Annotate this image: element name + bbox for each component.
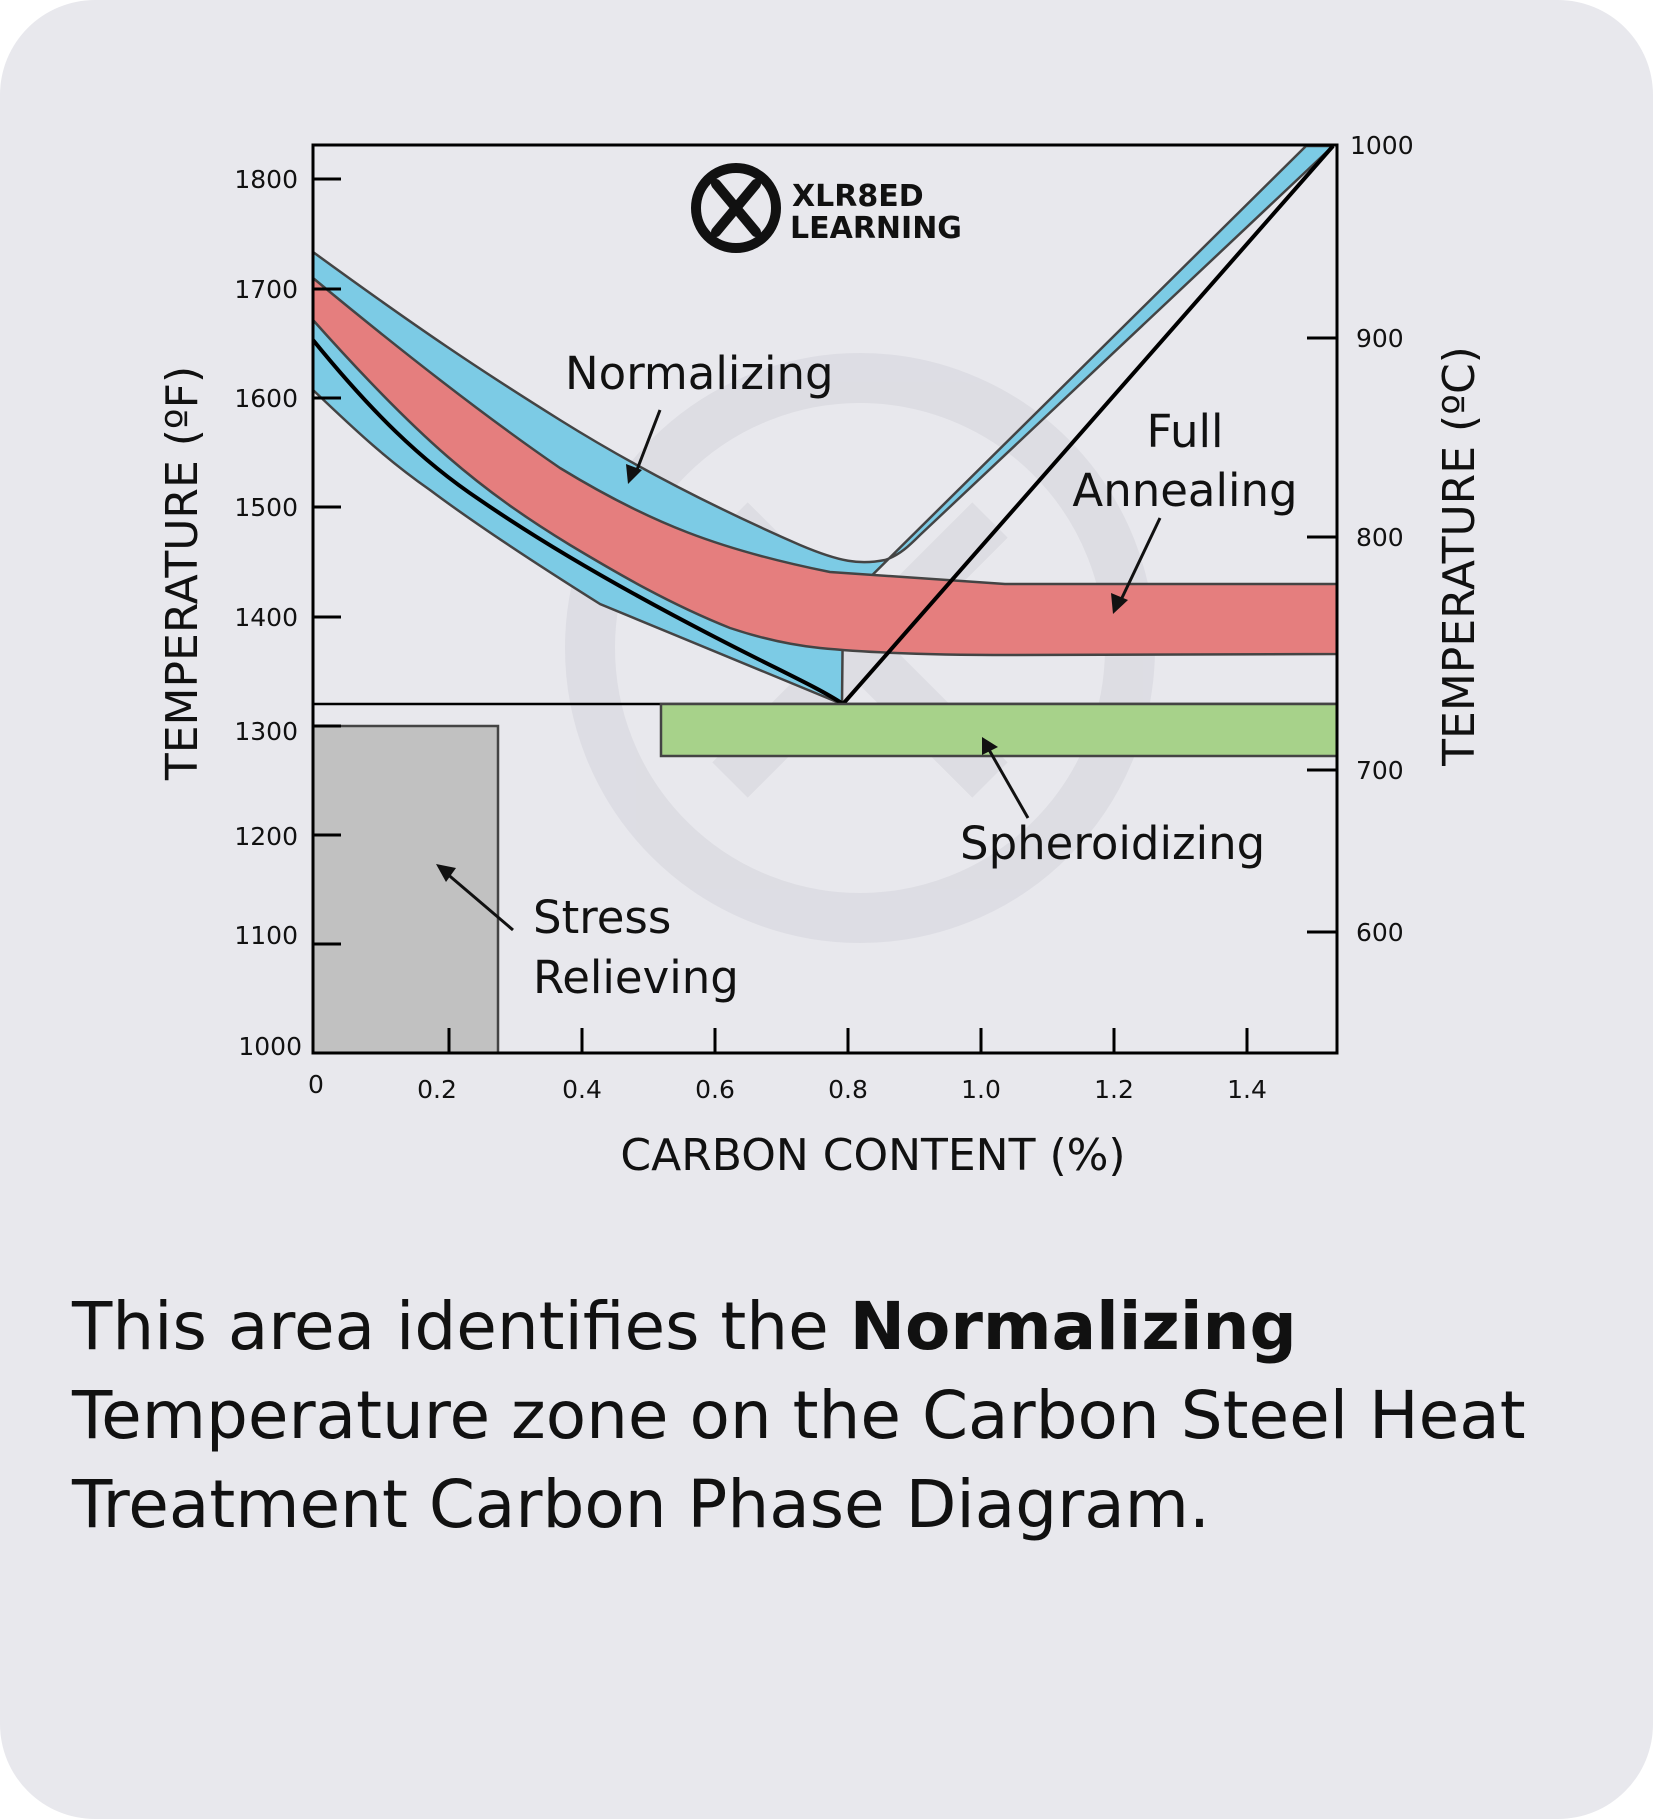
caption: This area identifies the Normalizing Tem… [72, 1282, 1592, 1549]
normalizing-label: Normalizing [565, 347, 834, 400]
right-axis-title: TEMPERATURE (ºC) [1434, 346, 1485, 767]
lower-critical-line [311, 144, 1335, 707]
logo-line-1: XLR8ED [792, 179, 924, 214]
bottom-tick-label: 0.8 [828, 1075, 868, 1104]
caption-highlight: Normalizing [849, 1288, 1297, 1365]
right-tick-label: 800 [1356, 523, 1404, 552]
left-tick-label: 1800 [234, 165, 298, 194]
normalizing-arrow-icon [626, 464, 642, 484]
bottom-tick-label: 1.4 [1227, 1075, 1267, 1104]
left-tick-label: 1300 [234, 717, 298, 746]
left-tick-label: 1100 [234, 921, 298, 950]
normalizing-zone[interactable] [311, 144, 1337, 706]
full-annealing-label-1: Full [1147, 405, 1224, 458]
caption-text-after: Temperature zone on the Carbon Steel Hea… [72, 1377, 1526, 1543]
left-tick-label: 1400 [234, 603, 298, 632]
xlr8ed-logo-icon [691, 163, 781, 253]
spheroidizing-arrow-icon [982, 737, 998, 755]
left-tick-label: 1200 [234, 822, 298, 851]
right-tick-label: 700 [1356, 756, 1404, 785]
right-tick-label: 900 [1356, 324, 1404, 353]
bottom-axis-title: CARBON CONTENT (%) [620, 1130, 1125, 1181]
left-axis [313, 177, 341, 946]
caption-text-before: This area identifies the [72, 1288, 850, 1365]
bottom-tick-label: 0.4 [562, 1075, 602, 1104]
spheroidizing-zone[interactable] [659, 702, 1339, 758]
spheroidizing-label: Spheroidizing [960, 817, 1265, 870]
left-tick-label: 1700 [234, 275, 298, 304]
left-tick-label: 1000 [238, 1032, 302, 1061]
stress-relieving-label-1: Stress [533, 891, 671, 944]
right-axis [1307, 336, 1337, 934]
full-annealing-zone[interactable] [311, 275, 1339, 657]
stress-relieving-label-2: Relieving [533, 951, 739, 1004]
left-tick-label: 1500 [234, 493, 298, 522]
left-axis-title: TEMPERATURE (ºF) [157, 366, 208, 781]
bottom-tick-label: 1.2 [1094, 1075, 1134, 1104]
left-tick-label: 1600 [234, 384, 298, 413]
logo-line-2: LEARNING [790, 211, 962, 246]
right-tick-label: 600 [1356, 918, 1404, 947]
bottom-axis [447, 1028, 1249, 1053]
right-tick-label: 1000 [1350, 131, 1414, 160]
bottom-tick-label: 0 [308, 1070, 324, 1099]
bottom-tick-label: 1.0 [961, 1075, 1001, 1104]
stress-relieving-zone[interactable] [311, 724, 500, 1055]
plot-frame [311, 143, 1339, 1055]
stress-relieving-arrow-icon [436, 864, 456, 882]
bottom-tick-label: 0.6 [695, 1075, 735, 1104]
bottom-tick-label: 0.2 [417, 1075, 457, 1104]
full-annealing-arrow-icon [1111, 593, 1128, 614]
full-annealing-label-2: Annealing [1072, 464, 1297, 517]
